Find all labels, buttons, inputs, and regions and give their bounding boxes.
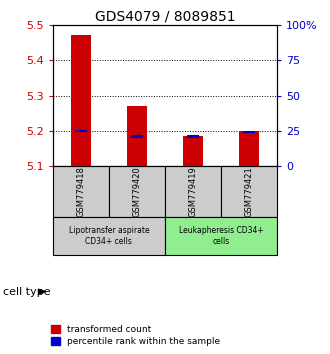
Legend: transformed count, percentile rank within the sample: transformed count, percentile rank withi… — [51, 325, 220, 346]
Text: Leukapheresis CD34+
cells: Leukapheresis CD34+ cells — [179, 226, 263, 246]
Bar — [75, 130, 87, 132]
Text: GSM779421: GSM779421 — [245, 166, 254, 217]
Bar — [53, 166, 109, 217]
Text: Lipotransfer aspirate
CD34+ cells: Lipotransfer aspirate CD34+ cells — [69, 226, 149, 246]
Bar — [183, 136, 203, 166]
Bar — [239, 131, 259, 166]
Bar — [71, 35, 91, 166]
Text: ►: ► — [38, 286, 48, 298]
Bar — [243, 131, 255, 133]
Bar — [187, 135, 199, 137]
Bar — [165, 166, 221, 217]
Bar — [109, 166, 165, 217]
Bar — [127, 106, 147, 166]
Bar — [131, 135, 143, 137]
Text: cell type: cell type — [3, 287, 51, 297]
Text: GSM779420: GSM779420 — [132, 166, 142, 217]
Bar — [221, 166, 277, 217]
Text: GSM779419: GSM779419 — [188, 166, 198, 217]
Bar — [53, 217, 165, 255]
Text: GSM779418: GSM779418 — [76, 166, 85, 217]
Title: GDS4079 / 8089851: GDS4079 / 8089851 — [95, 10, 235, 24]
Bar — [165, 217, 277, 255]
